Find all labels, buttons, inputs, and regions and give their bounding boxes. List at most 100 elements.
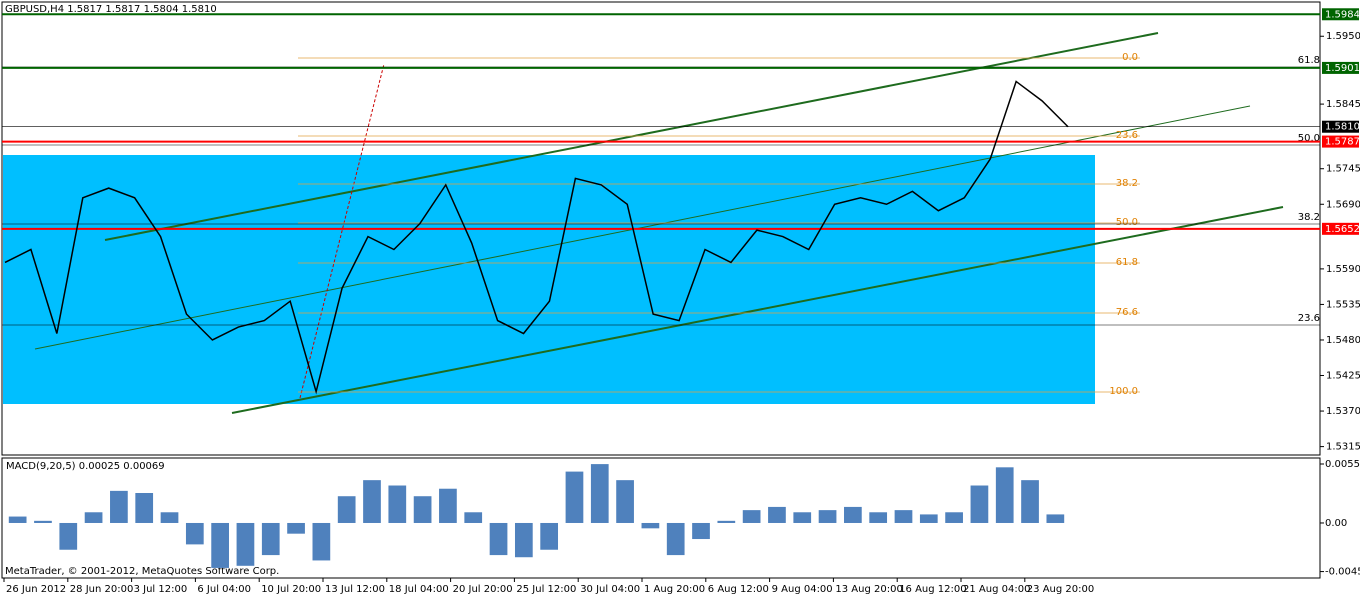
macd-label: MACD(9,20,5) 0.00025 0.00069 <box>6 461 165 472</box>
time-label: 30 Jul 04:00 <box>580 584 640 595</box>
macd-bar <box>565 471 584 523</box>
price-tick-label: 1.5950 <box>1326 31 1360 42</box>
macd-bar <box>185 522 204 545</box>
macd-tick-label: -0.00454 <box>1325 567 1360 578</box>
price-tick-label: 1.5315 <box>1326 442 1360 453</box>
macd-bar <box>970 485 989 523</box>
time-label: 6 Aug 12:00 <box>708 584 769 595</box>
fib-label-right: 61.8 <box>1298 55 1320 66</box>
macd-bar <box>844 506 862 523</box>
macd-bar <box>489 522 508 556</box>
time-label: 21 Aug 04:00 <box>963 584 1030 595</box>
fib-label-right: 50.0 <box>1298 133 1320 144</box>
macd-bar <box>995 467 1014 523</box>
level-box <box>1322 135 1359 148</box>
macd-bar <box>514 522 533 558</box>
macd-bar <box>287 522 305 534</box>
macd-bar <box>1046 514 1065 523</box>
chart-header: GBPUSD,H4 1.5817 1.5817 1.5804 1.5810 <box>5 4 217 15</box>
macd-bar <box>692 522 710 540</box>
time-label: 23 Aug 20:00 <box>1027 584 1094 595</box>
trend-line <box>34 105 1251 350</box>
level-box <box>1322 222 1359 235</box>
time-label: 28 Jun 20:00 <box>70 584 134 595</box>
price-tick-label: 1.5535 <box>1326 299 1360 310</box>
close-line <box>4 80 1069 395</box>
fib-label-right: 38.2 <box>1298 212 1320 223</box>
macd-bar <box>261 522 280 556</box>
macd-bar <box>363 480 381 523</box>
time-label: 26 Jun 2012 <box>6 584 66 595</box>
level-label: 1.5984 <box>1325 9 1360 20</box>
macd-bar <box>84 512 103 523</box>
macd-tick-label: 0.00 <box>1325 518 1347 529</box>
price-tick-label: 1.5590 <box>1326 264 1360 275</box>
level-label: 1.5787 <box>1325 137 1360 148</box>
macd-bar <box>945 512 963 523</box>
time-label: 20 Jul 20:00 <box>453 584 513 595</box>
price-tick-label: 1.5370 <box>1326 406 1360 417</box>
level-label: 1.5810 <box>1325 122 1360 133</box>
macd-tick-label: 0.00551 <box>1325 459 1360 470</box>
macd-bar <box>34 520 52 523</box>
macd-bar <box>413 496 432 523</box>
macd-bar <box>312 522 331 561</box>
macd-bar <box>717 520 736 523</box>
time-label: 6 Jul 04:00 <box>197 584 251 595</box>
macd-bar <box>160 512 179 523</box>
macd-bar <box>768 506 786 523</box>
price-tick-label: 1.5845 <box>1326 99 1360 110</box>
macd-bar <box>110 490 128 523</box>
fib-label: 23.6 <box>1116 130 1138 141</box>
level-box <box>1322 8 1359 21</box>
time-label: 1 Aug 20:00 <box>644 584 705 595</box>
time-label: 13 Jul 12:00 <box>325 584 385 595</box>
macd-bar <box>666 522 685 556</box>
macd-bar <box>1021 480 1039 523</box>
macd-bar <box>869 512 888 523</box>
fib-label: 61.8 <box>1116 257 1138 268</box>
time-label: 10 Jul 20:00 <box>261 584 321 595</box>
fib-label: 38.2 <box>1116 178 1138 189</box>
macd-bar <box>388 485 407 523</box>
time-label: 9 Aug 04:00 <box>772 584 833 595</box>
macd-pane <box>1 457 1321 579</box>
macd-bar <box>439 488 457 523</box>
macd-bar <box>540 522 559 550</box>
price-tick-label: 1.5745 <box>1326 164 1360 175</box>
macd-bar <box>919 514 938 523</box>
fib-label: 100.0 <box>1109 386 1138 397</box>
macd-bar <box>818 510 837 523</box>
footer: MetaTrader, © 2001-2012, MetaQuotes Soft… <box>5 566 279 577</box>
fib-base-line <box>299 63 385 399</box>
price-tick-label: 1.5425 <box>1326 371 1360 382</box>
macd-bar <box>894 510 913 523</box>
macd-bar <box>59 522 78 550</box>
level-label: 1.5901 <box>1325 63 1360 74</box>
macd-bar <box>641 522 660 529</box>
macd-bar <box>742 510 761 523</box>
level-box <box>1322 120 1359 133</box>
fib-label: 76.6 <box>1116 307 1138 318</box>
macd-bar <box>590 464 609 523</box>
time-label: 13 Aug 20:00 <box>835 584 902 595</box>
fib-label-right: 23.6 <box>1298 313 1320 324</box>
price-tick-label: 1.5690 <box>1326 199 1360 210</box>
time-label: 18 Jul 04:00 <box>389 584 449 595</box>
macd-bar <box>793 512 812 523</box>
macd-bar <box>8 516 27 523</box>
macd-bar <box>236 522 255 566</box>
macd-bar <box>135 493 154 523</box>
zone-rectangle <box>3 155 1095 404</box>
fib-label: 0.0 <box>1122 52 1138 63</box>
macd-bar <box>337 496 356 523</box>
macd-bar <box>464 512 483 523</box>
time-label: 16 Aug 12:00 <box>899 584 966 595</box>
fib-label: 50.0 <box>1116 217 1138 228</box>
macd-bar <box>616 480 634 523</box>
level-label: 1.5652 <box>1325 224 1360 235</box>
time-label: 25 Jul 12:00 <box>516 584 576 595</box>
level-box <box>1322 61 1359 74</box>
price-tick-label: 1.5480 <box>1326 335 1360 346</box>
